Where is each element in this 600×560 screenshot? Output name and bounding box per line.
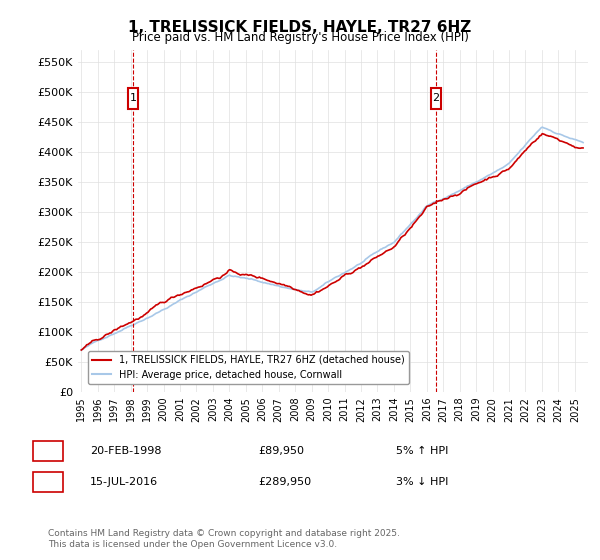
Text: 1: 1 — [130, 94, 136, 104]
FancyBboxPatch shape — [431, 87, 440, 109]
FancyBboxPatch shape — [128, 87, 138, 109]
Text: Contains HM Land Registry data © Crown copyright and database right 2025.
This d: Contains HM Land Registry data © Crown c… — [48, 529, 400, 549]
Text: 20-FEB-1998: 20-FEB-1998 — [90, 446, 161, 456]
Text: 1: 1 — [44, 446, 52, 456]
Text: 5% ↑ HPI: 5% ↑ HPI — [396, 446, 448, 456]
Text: £289,950: £289,950 — [258, 477, 311, 487]
Text: 3% ↓ HPI: 3% ↓ HPI — [396, 477, 448, 487]
Text: 1, TRELISSICK FIELDS, HAYLE, TR27 6HZ: 1, TRELISSICK FIELDS, HAYLE, TR27 6HZ — [128, 20, 472, 35]
Text: Price paid vs. HM Land Registry's House Price Index (HPI): Price paid vs. HM Land Registry's House … — [131, 31, 469, 44]
Text: 2: 2 — [432, 94, 439, 104]
Text: £89,950: £89,950 — [258, 446, 304, 456]
Text: 2: 2 — [44, 477, 52, 487]
Text: 15-JUL-2016: 15-JUL-2016 — [90, 477, 158, 487]
Legend: 1, TRELISSICK FIELDS, HAYLE, TR27 6HZ (detached house), HPI: Average price, deta: 1, TRELISSICK FIELDS, HAYLE, TR27 6HZ (d… — [88, 351, 409, 384]
